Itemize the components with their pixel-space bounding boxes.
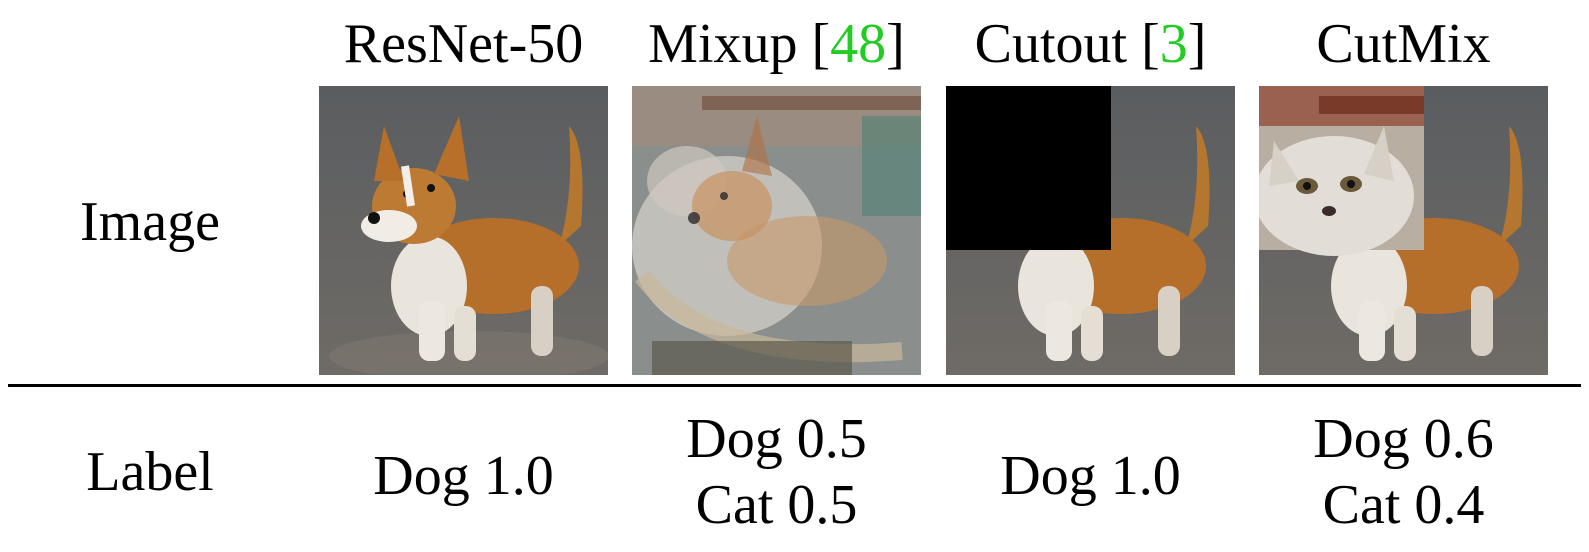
- label-text: Dog 0.5: [686, 408, 867, 470]
- label-text: Dog 0.6: [1313, 408, 1494, 470]
- label-cell-cutout: Dog 1.0: [946, 443, 1235, 509]
- label-text: Cat 0.5: [695, 474, 858, 536]
- citation-bracket: [3]: [1141, 13, 1207, 75]
- column-header-cutmix: CutMix: [1259, 8, 1548, 80]
- citation-number: 3: [1159, 13, 1188, 75]
- label-cell-mixup: Dog 0.5 Cat 0.5: [632, 406, 921, 538]
- label-text: Cat 0.4: [1322, 474, 1485, 536]
- column-header-resnet50: ResNet-50: [319, 8, 608, 80]
- cutout-image: [946, 86, 1235, 375]
- label-cell-cutmix: Dog 0.6 Cat 0.4: [1259, 406, 1548, 538]
- column-title: Cutout: [974, 13, 1128, 75]
- image-panel-mixup: [632, 86, 921, 375]
- column-title: Mixup: [648, 13, 798, 75]
- column-header-mixup: Mixup [48]: [632, 8, 921, 80]
- column-header-cutout: Cutout [3]: [946, 8, 1235, 80]
- table-divider: [8, 384, 1581, 387]
- mixup-blended-image: [632, 86, 921, 375]
- row-label-image: Image: [80, 191, 220, 253]
- label-text: Dog 1.0: [1000, 445, 1181, 507]
- row-label-label: Label: [86, 441, 214, 503]
- image-panel-cutout: [946, 86, 1235, 375]
- citation-number: 48: [830, 13, 887, 75]
- label-cell-resnet50: Dog 1.0: [319, 443, 608, 509]
- citation-bracket: [48]: [811, 13, 905, 75]
- cutout-black-patch: [946, 86, 1111, 250]
- column-title: ResNet-50: [343, 13, 584, 75]
- cutmix-image: [1259, 86, 1548, 375]
- image-panel-resnet50: [319, 86, 608, 375]
- column-title: CutMix: [1316, 13, 1491, 75]
- label-text: Dog 1.0: [373, 445, 554, 507]
- dog-image: [319, 86, 608, 375]
- cat-patch: [1259, 86, 1424, 256]
- image-panel-cutmix: [1259, 86, 1548, 375]
